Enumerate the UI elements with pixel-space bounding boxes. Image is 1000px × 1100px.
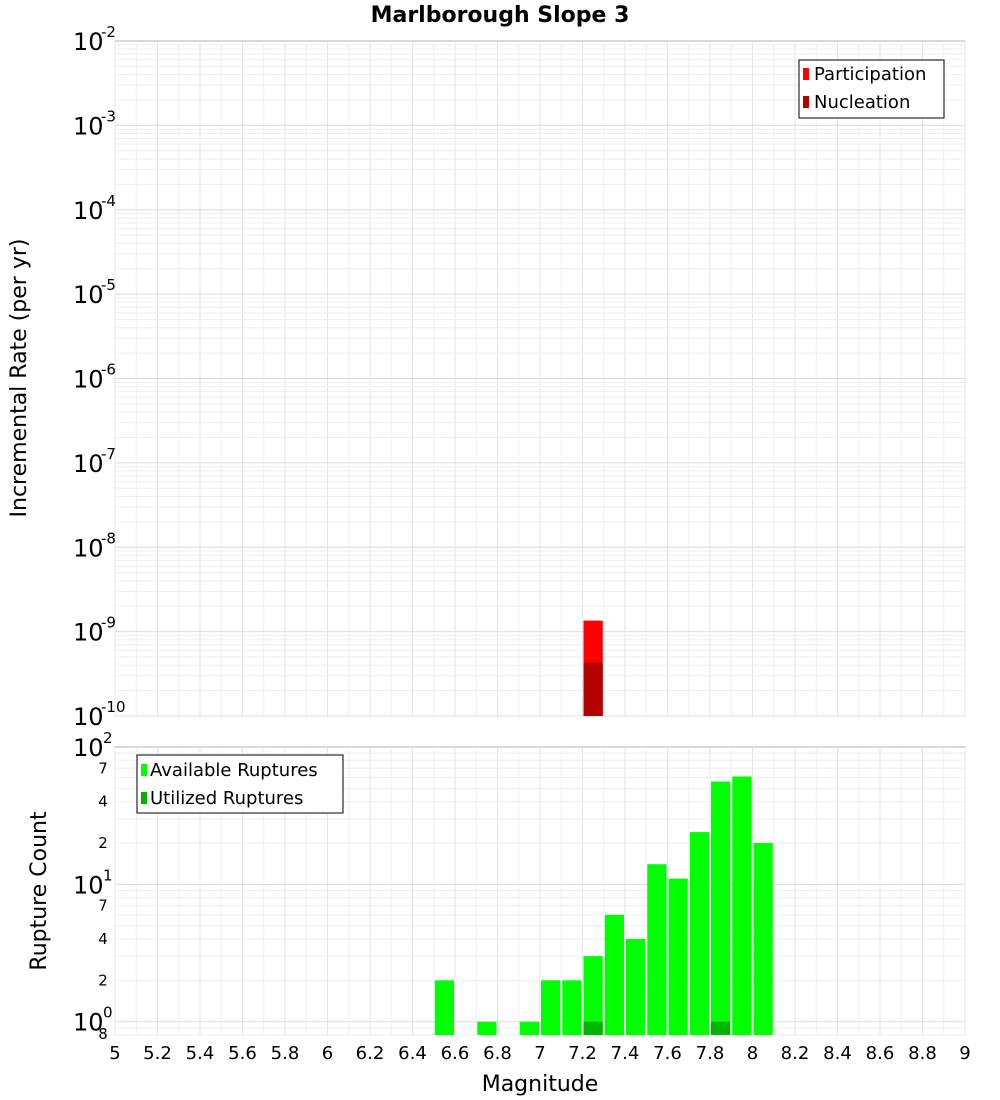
- y-tick-exponent: 1: [103, 866, 113, 884]
- bar-utilized-ruptures: [583, 1021, 603, 1035]
- x-tick-label: 8.2: [781, 1043, 810, 1064]
- y-tick-exponent: -5: [101, 276, 116, 294]
- x-tick-label: 5.4: [186, 1043, 215, 1064]
- y-tick-label: 10: [73, 366, 104, 394]
- x-tick-label: 5.8: [271, 1043, 300, 1064]
- x-tick-label: 5.2: [143, 1043, 172, 1064]
- y-tick-exponent: -4: [101, 192, 116, 210]
- y-minor-tick-label: 7: [98, 759, 108, 777]
- y-minor-tick-label: 8: [98, 1025, 108, 1043]
- y-tick-label: 10: [73, 450, 104, 478]
- y-tick-label: 10: [73, 734, 104, 762]
- y-tick-exponent: 0: [103, 1004, 113, 1022]
- y-tick-exponent: -3: [101, 107, 116, 125]
- legend-label-available-ruptures: Available Ruptures: [150, 760, 318, 781]
- top-legend: Participation Nucleation: [798, 59, 945, 119]
- y-tick-exponent: -9: [101, 614, 116, 632]
- legend-label-nucleation: Nucleation: [814, 92, 910, 113]
- chart-title: Marlborough Slope 3: [371, 3, 630, 28]
- bottom-bars: [434, 776, 773, 1035]
- bar-available-ruptures: [477, 1021, 497, 1035]
- y-tick-exponent: -8: [101, 529, 116, 547]
- x-tick-label: 6.4: [398, 1043, 427, 1064]
- bar-available-ruptures: [711, 781, 731, 1035]
- bar-available-ruptures: [689, 832, 709, 1035]
- legend-label-utilized-ruptures: Utilized Ruptures: [150, 788, 303, 809]
- y-tick-label: 10: [73, 1009, 104, 1037]
- bar-nucleation: [583, 662, 603, 716]
- y-tick-label: 10: [73, 28, 104, 56]
- x-tick-label: 7.2: [568, 1043, 597, 1064]
- y-tick-label: 10: [73, 703, 104, 731]
- x-tick-label: 7.8: [696, 1043, 725, 1064]
- y-tick-label: 10: [73, 619, 104, 647]
- x-tick-label: 6: [322, 1043, 333, 1064]
- y-minor-tick-label: 7: [98, 897, 108, 915]
- x-tick-label: 8: [747, 1043, 758, 1064]
- y-tick-label: 10: [73, 197, 104, 225]
- y-tick-label: 10: [73, 112, 104, 140]
- bottom-legend: Available Ruptures Utilized Ruptures: [136, 754, 344, 814]
- x-tick-label: 6.6: [441, 1043, 470, 1064]
- legend-swatch-nucleation: [803, 96, 809, 108]
- bar-available-ruptures: [434, 980, 454, 1035]
- x-tick-label: 9: [959, 1043, 970, 1064]
- bottom-y-axis-label: Rupture Count: [27, 811, 52, 971]
- bar-available-ruptures: [541, 980, 561, 1035]
- x-tick-label: 5.6: [228, 1043, 257, 1064]
- y-minor-tick-label: 2: [98, 971, 108, 989]
- x-tick-label: 6.2: [356, 1043, 385, 1064]
- y-tick-exponent: -7: [101, 445, 116, 463]
- x-tick-label: 8.6: [866, 1043, 895, 1064]
- bar-available-ruptures: [732, 776, 752, 1035]
- x-tick-labels: 5 5.2 5.4 5.6 5.8 6 6.2 6.4 6.6 6.8 7 7.2 7.4 7.6 7.8 8…: [109, 1043, 970, 1064]
- x-tick-label: 7.6: [653, 1043, 682, 1064]
- y-tick-exponent: -10: [101, 698, 126, 716]
- bar-available-ruptures: [562, 980, 582, 1035]
- top-gridlines: [114, 41, 966, 717]
- x-tick-label: 5: [109, 1043, 120, 1064]
- y-tick-label: 10: [73, 281, 104, 309]
- top-y-tick-labels: 10-210-310-410-510-610-710-810-910-10: [73, 23, 126, 731]
- x-tick-label: 6.8: [483, 1043, 512, 1064]
- x-tick-label: 7: [534, 1043, 545, 1064]
- x-axis-label: Magnitude: [482, 1072, 599, 1097]
- y-tick-exponent: -2: [101, 23, 116, 41]
- y-tick-label: 10: [73, 534, 104, 562]
- legend-swatch-available-ruptures: [141, 764, 147, 776]
- x-tick-label: 8.4: [823, 1043, 852, 1064]
- bar-available-ruptures: [519, 1021, 539, 1035]
- y-minor-tick-label: 4: [98, 930, 108, 948]
- bar-available-ruptures: [647, 864, 667, 1035]
- x-tick-label: 8.8: [908, 1043, 937, 1064]
- bar-available-ruptures: [583, 956, 603, 1035]
- y-tick-label: 10: [73, 871, 104, 899]
- x-tick-label: 7.4: [611, 1043, 640, 1064]
- y-minor-tick-label: 4: [98, 793, 108, 811]
- y-tick-exponent: 2: [103, 729, 113, 747]
- legend-swatch-participation: [803, 68, 809, 80]
- y-tick-exponent: -6: [101, 361, 116, 379]
- top-legend-box: [798, 59, 945, 119]
- bar-available-ruptures: [753, 843, 773, 1035]
- bar-utilized-ruptures: [711, 1021, 731, 1035]
- bottom-legend-box: [136, 754, 344, 814]
- top-y-axis-label: Incremental Rate (per yr): [7, 239, 32, 518]
- bar-available-ruptures: [604, 914, 624, 1035]
- legend-label-participation: Participation: [814, 64, 926, 85]
- bar-available-ruptures: [626, 939, 646, 1035]
- bar-available-ruptures: [668, 878, 688, 1035]
- top-bars: [583, 620, 603, 716]
- legend-swatch-utilized-ruptures: [141, 792, 147, 804]
- y-minor-tick-label: 2: [98, 834, 108, 852]
